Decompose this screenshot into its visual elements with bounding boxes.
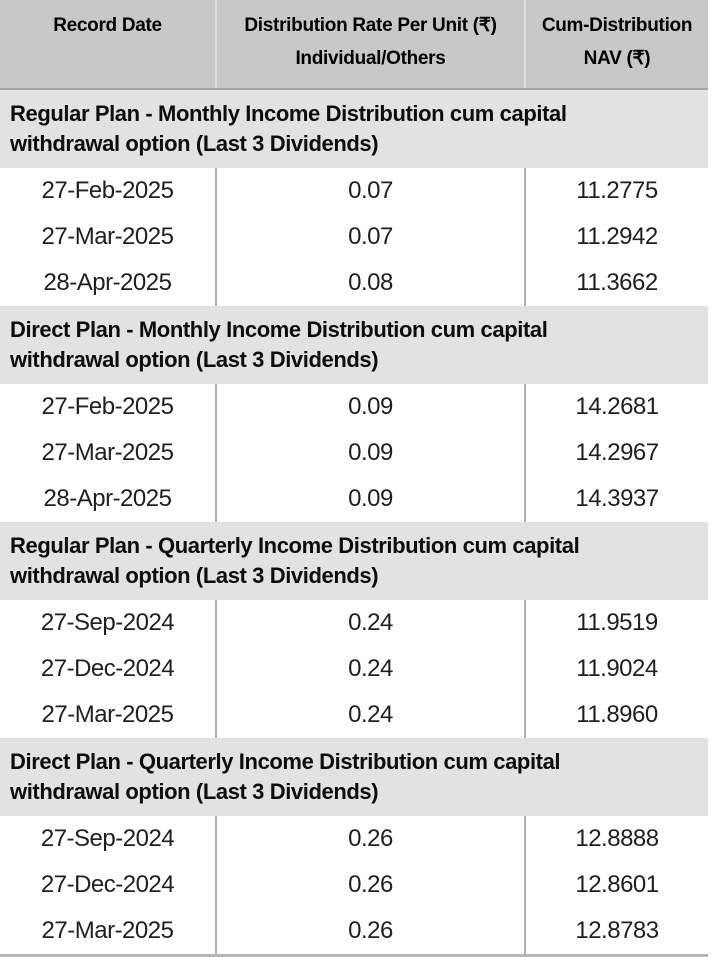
column-header-record-date: Record Date (0, 0, 215, 88)
nav-cell: 11.2942 (524, 214, 708, 260)
rate-cell: 0.08 (215, 260, 524, 306)
rate-label-line2: Individual/Others (295, 48, 446, 69)
table-row: 27-Mar-2025 0.26 12.8783 (0, 908, 708, 954)
table-header-row: Record Date Distribution Rate Per Unit (… (0, 0, 708, 90)
column-header-distribution-rate: Distribution Rate Per Unit (₹) Individua… (215, 0, 524, 88)
nav-cell: 12.8601 (524, 862, 708, 908)
section-title-line2: withdrawal option (Last 3 Dividends) (10, 131, 379, 156)
table-row: 28-Apr-2025 0.09 14.3937 (0, 476, 708, 522)
table-row: 27-Mar-2025 0.24 11.8960 (0, 692, 708, 738)
record-date-label: Record Date (53, 15, 162, 36)
section-title-line2: withdrawal option (Last 3 Dividends) (10, 347, 379, 372)
section-title-line1: Direct Plan - Monthly Income Distributio… (10, 317, 548, 342)
record-date-cell: 27-Mar-2025 (41, 917, 174, 944)
table-row: 27-Feb-2025 0.09 14.2681 (0, 384, 708, 430)
record-date-cell: 27-Feb-2025 (41, 393, 174, 420)
table-row: 27-Feb-2025 0.07 11.2775 (0, 168, 708, 214)
record-date-cell: 27-Dec-2024 (40, 655, 175, 682)
nav-cell: 14.3937 (524, 476, 708, 522)
rate-cell: 0.07 (215, 168, 524, 214)
record-date-cell: 27-Mar-2025 (41, 701, 174, 728)
record-date-cell: 27-Mar-2025 (41, 439, 174, 466)
nav-label-line2: NAV (₹) (583, 48, 651, 69)
rate-cell: 0.09 (215, 476, 524, 522)
record-date-cell: 28-Apr-2025 (43, 269, 172, 296)
section-header-regular-monthly: Regular Plan - Monthly Income Distributi… (0, 90, 708, 168)
record-date-cell: 27-Sep-2024 (40, 825, 175, 852)
table-bottom-border (0, 954, 708, 957)
nav-cell: 11.2775 (524, 168, 708, 214)
section-title-line1: Regular Plan - Quarterly Income Distribu… (10, 533, 580, 558)
nav-label-line1: Cum-Distribution (541, 15, 693, 36)
table-row: 27-Sep-2024 0.24 11.9519 (0, 600, 708, 646)
section-title-line2: withdrawal option (Last 3 Dividends) (10, 563, 379, 588)
rate-cell: 0.09 (215, 384, 524, 430)
table-row: 27-Mar-2025 0.07 11.2942 (0, 214, 708, 260)
record-date-cell: 27-Mar-2025 (41, 223, 174, 250)
section-title-line2: withdrawal option (Last 3 Dividends) (10, 779, 379, 804)
section-header-direct-quarterly: Direct Plan - Quarterly Income Distribut… (0, 738, 708, 816)
table-row: 27-Sep-2024 0.26 12.8888 (0, 816, 708, 862)
rate-cell: 0.26 (215, 908, 524, 954)
section-title-line1: Regular Plan - Monthly Income Distributi… (10, 101, 567, 126)
rate-cell: 0.24 (215, 692, 524, 738)
table-row: 27-Dec-2024 0.26 12.8601 (0, 862, 708, 908)
rate-cell: 0.24 (215, 646, 524, 692)
rate-cell: 0.09 (215, 430, 524, 476)
section-header-direct-monthly: Direct Plan - Monthly Income Distributio… (0, 306, 708, 384)
nav-cell: 14.2967 (524, 430, 708, 476)
nav-cell: 12.8888 (524, 816, 708, 862)
rate-cell: 0.26 (215, 862, 524, 908)
nav-cell: 11.9024 (524, 646, 708, 692)
nav-cell: 11.9519 (524, 600, 708, 646)
rate-label-line1: Distribution Rate Per Unit (₹) (244, 15, 497, 36)
record-date-cell: 27-Dec-2024 (40, 871, 175, 898)
record-date-cell: 28-Apr-2025 (43, 485, 172, 512)
nav-cell: 14.2681 (524, 384, 708, 430)
rate-cell: 0.26 (215, 816, 524, 862)
section-title-line1: Direct Plan - Quarterly Income Distribut… (10, 749, 561, 774)
nav-cell: 11.8960 (524, 692, 708, 738)
record-date-cell: 27-Feb-2025 (41, 177, 174, 204)
record-date-cell: 27-Sep-2024 (40, 609, 175, 636)
table-row: 28-Apr-2025 0.08 11.3662 (0, 260, 708, 306)
nav-cell: 12.8783 (524, 908, 708, 954)
nav-cell: 11.3662 (524, 260, 708, 306)
table-row: 27-Mar-2025 0.09 14.2967 (0, 430, 708, 476)
column-header-cum-distribution-nav: Cum-Distribution NAV (₹) (524, 0, 708, 88)
section-header-regular-quarterly: Regular Plan - Quarterly Income Distribu… (0, 522, 708, 600)
rate-cell: 0.24 (215, 600, 524, 646)
rate-cell: 0.07 (215, 214, 524, 260)
table-row: 27-Dec-2024 0.24 11.9024 (0, 646, 708, 692)
